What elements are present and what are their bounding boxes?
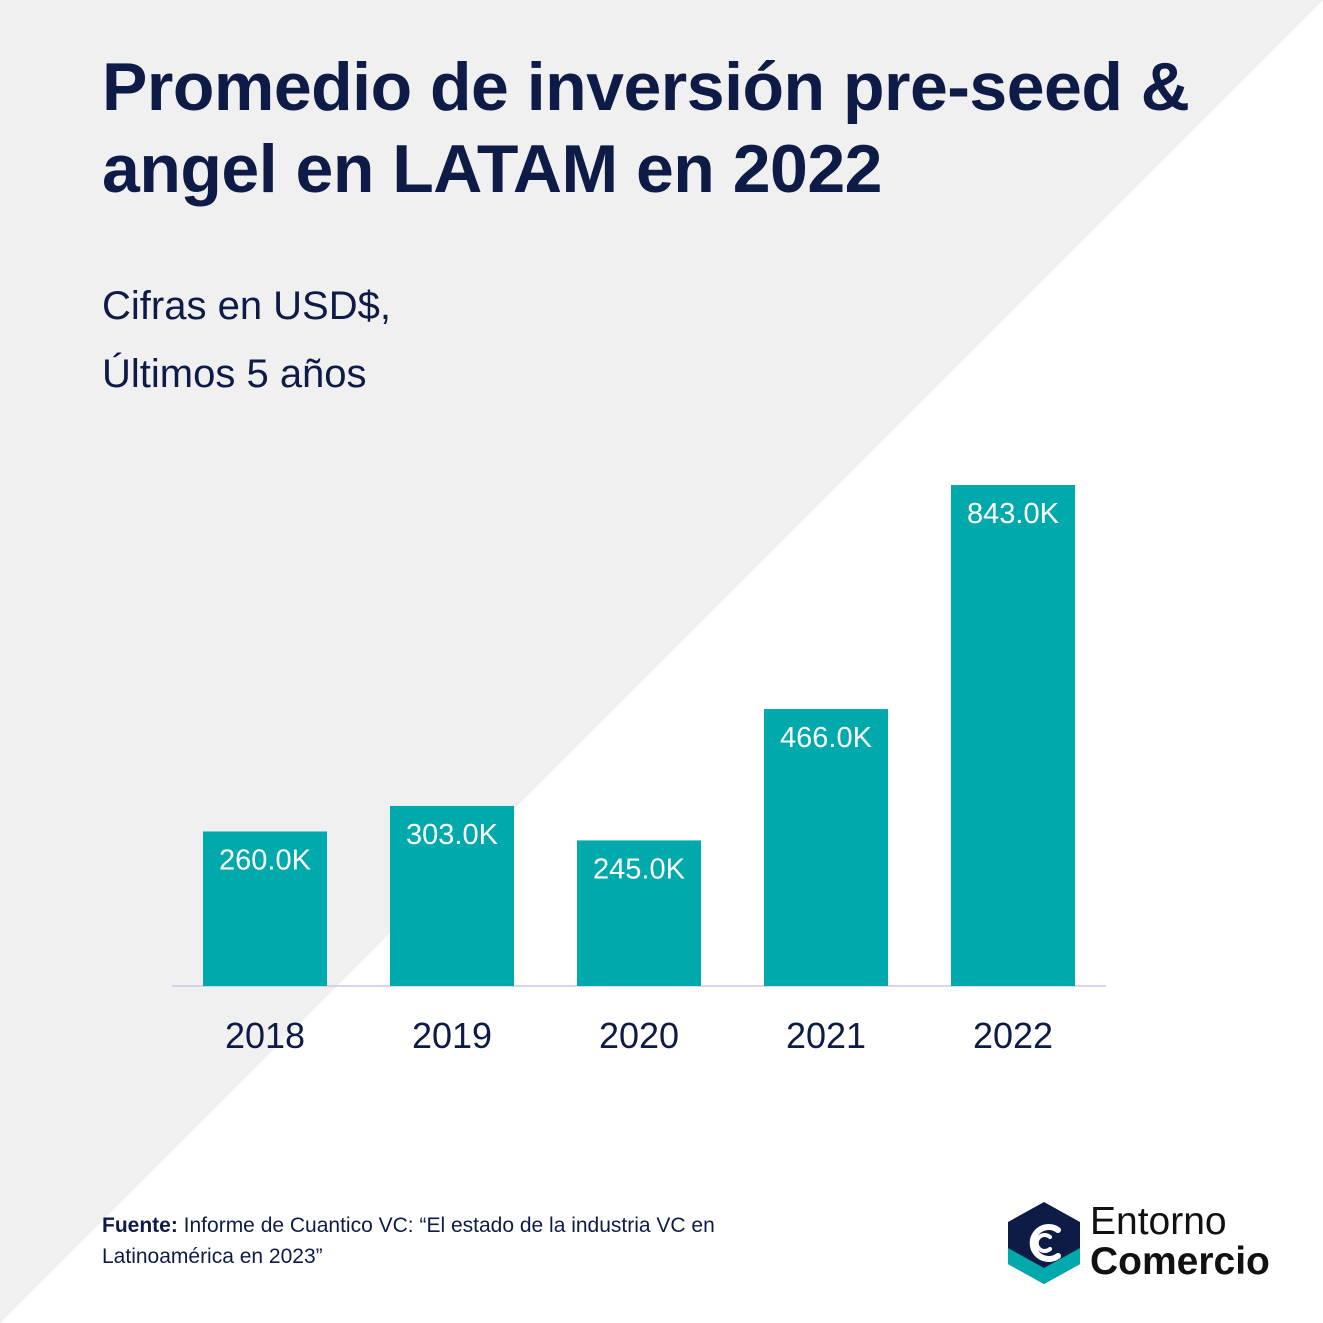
data-label-2019: 303.0K <box>406 819 499 851</box>
data-label-2022: 843.0K <box>967 498 1060 530</box>
bar-2019 <box>390 805 514 986</box>
data-label-2018: 260.0K <box>219 844 312 876</box>
x-tick-label-2020: 2020 <box>599 1015 679 1056</box>
source-note: Fuente: Informe de Cuantico VC: “El esta… <box>102 1210 742 1272</box>
bar-2018 <box>203 831 327 986</box>
bar-2021 <box>764 709 888 986</box>
chart-subtitle-line2: Últimos 5 años <box>102 352 367 396</box>
data-label-2021: 466.0K <box>780 722 873 754</box>
bar-2020 <box>577 840 701 986</box>
logo-line2: Comercio <box>1090 1240 1270 1283</box>
entorno-comercio-logo: Entorno Comercio <box>1006 1198 1296 1288</box>
data-label-2020: 245.0K <box>593 853 686 885</box>
logo-line1: Entorno <box>1090 1200 1227 1243</box>
source-text: Informe de Cuantico VC: “El estado de la… <box>102 1214 715 1268</box>
source-label: Fuente: <box>102 1214 178 1237</box>
chart-subtitle-line1: Cifras en USD$, <box>102 284 391 328</box>
x-tick-label-2018: 2018 <box>225 1015 305 1056</box>
x-tick-label-2019: 2019 <box>412 1015 492 1056</box>
x-tick-label-2022: 2022 <box>973 1015 1053 1056</box>
chart-title: Promedio de inversión pre-seed & angel e… <box>102 49 1190 207</box>
logo-hexagon-icon <box>1008 1202 1080 1284</box>
x-tick-label-2021: 2021 <box>786 1015 866 1056</box>
bar-2022 <box>951 485 1075 986</box>
